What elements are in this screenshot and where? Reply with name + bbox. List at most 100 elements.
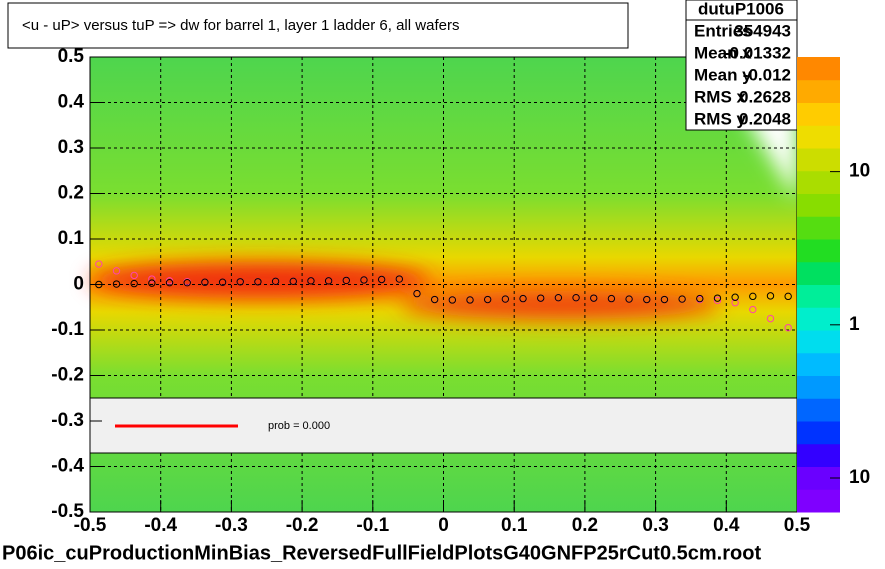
palette-cell bbox=[797, 170, 840, 194]
palette-cell bbox=[797, 125, 840, 149]
profile-point bbox=[749, 305, 757, 314]
profile-point bbox=[696, 294, 704, 303]
x-tick-label: -0.4 bbox=[144, 515, 177, 536]
y-tick-label: 0.3 bbox=[58, 137, 84, 158]
profile-point bbox=[784, 324, 792, 332]
profile-point bbox=[130, 271, 138, 280]
profile-point bbox=[448, 296, 457, 304]
stats-label: RMS y bbox=[694, 109, 747, 128]
y-tick-label: 0 bbox=[73, 274, 84, 295]
y-tick-label: 0.1 bbox=[58, 228, 85, 249]
stats-title: dutuP1006 bbox=[698, 0, 784, 18]
y-tick-label: -0.2 bbox=[51, 365, 84, 386]
footer: P06ic_cuProductionMinBias_ReversedFullFi… bbox=[2, 542, 761, 564]
profile-point bbox=[148, 275, 156, 283]
legend-text: prob = 0.000 bbox=[268, 420, 330, 432]
profile-point bbox=[554, 293, 563, 302]
stats-value: 0.2048 bbox=[739, 109, 791, 128]
z-tick-label: 1 bbox=[849, 314, 860, 335]
y-tick-label: 0.5 bbox=[58, 46, 85, 67]
palette-cell bbox=[797, 307, 840, 331]
title-box bbox=[7, 2, 629, 49]
profile-point bbox=[148, 279, 156, 287]
profile-point bbox=[130, 279, 138, 288]
palette-cell bbox=[797, 284, 840, 308]
profile-point bbox=[625, 295, 633, 303]
profile-point bbox=[201, 278, 209, 286]
profile-point bbox=[537, 294, 545, 302]
profile-point bbox=[413, 289, 421, 298]
profile-point bbox=[713, 294, 722, 302]
profile-point bbox=[501, 295, 510, 303]
profile-point bbox=[254, 278, 262, 286]
profile-point bbox=[660, 295, 669, 304]
x-tick-label: 0 bbox=[438, 515, 449, 536]
chart-title: <u - uP> versus tuP => dw for barrel 1, … bbox=[22, 17, 459, 34]
x-tick-label: 0.2 bbox=[572, 515, 598, 536]
profile-point bbox=[713, 296, 722, 305]
palette-cell bbox=[797, 489, 840, 513]
stats-label: Mean x bbox=[694, 43, 752, 62]
palette-cell bbox=[797, 57, 840, 81]
x-tick-label: 0.4 bbox=[713, 515, 740, 536]
palette-cell bbox=[797, 79, 840, 103]
stats-box bbox=[685, 0, 798, 131]
profile-point bbox=[307, 277, 315, 285]
profile-point bbox=[112, 267, 121, 275]
x-tick-label: 0.1 bbox=[501, 515, 528, 536]
y-tick-label: -0.1 bbox=[51, 319, 84, 340]
profile-point bbox=[766, 292, 775, 300]
stats-label: Entries bbox=[694, 21, 752, 40]
stats-label: Mean y bbox=[694, 65, 752, 84]
palette-cell bbox=[797, 443, 840, 467]
x-tick-label: 0.5 bbox=[784, 515, 811, 536]
profile-point bbox=[395, 275, 404, 283]
profile-point bbox=[218, 278, 227, 286]
profile-point bbox=[607, 294, 616, 303]
profile-point bbox=[112, 280, 121, 288]
stats-value: 0.2628 bbox=[739, 87, 791, 106]
profile-point bbox=[643, 295, 651, 304]
profile-point bbox=[289, 277, 297, 286]
profile-point bbox=[271, 277, 280, 286]
z-tick-label: 10 bbox=[849, 161, 870, 182]
x-tick-label: 0.3 bbox=[642, 515, 668, 536]
y-tick-label: -0.5 bbox=[51, 501, 84, 522]
profile-point bbox=[590, 294, 598, 302]
palette-cell bbox=[797, 330, 840, 354]
profile-point bbox=[324, 277, 333, 285]
y-tick-label: 0.2 bbox=[58, 183, 84, 204]
stats-value: -0.012 bbox=[743, 65, 791, 84]
x-tick-label: -0.5 bbox=[74, 515, 107, 536]
profile-point bbox=[342, 276, 350, 285]
palette-cell bbox=[797, 239, 840, 263]
profile-point bbox=[784, 292, 792, 301]
palette-cell bbox=[797, 261, 840, 285]
profile-point bbox=[165, 278, 174, 287]
palette-cell bbox=[797, 148, 840, 172]
y-tick-label: -0.4 bbox=[51, 456, 84, 477]
profile-point bbox=[766, 314, 775, 323]
y-tick-label: 0.4 bbox=[58, 92, 85, 113]
palette-cell bbox=[797, 466, 840, 490]
profile-point bbox=[95, 280, 103, 289]
palette-cell bbox=[797, 421, 840, 445]
palette-cell bbox=[797, 375, 840, 399]
palette-cell bbox=[797, 352, 840, 376]
profile-point bbox=[236, 278, 244, 286]
stats-value: 354943 bbox=[734, 21, 791, 40]
profile-point bbox=[572, 293, 580, 302]
palette-cell bbox=[797, 216, 840, 240]
profile-point bbox=[377, 275, 386, 284]
y-tick-label: -0.3 bbox=[51, 410, 84, 431]
profile-point bbox=[483, 295, 492, 304]
profile-point bbox=[731, 293, 739, 301]
profile-point bbox=[95, 260, 103, 268]
stats-value: -0.01332 bbox=[724, 43, 791, 62]
stats-label: RMS x bbox=[694, 87, 747, 106]
profile-point bbox=[678, 295, 686, 303]
profile-point bbox=[731, 299, 739, 307]
x-tick-label: -0.1 bbox=[356, 515, 389, 536]
z-tick-label: 10 bbox=[849, 467, 870, 488]
